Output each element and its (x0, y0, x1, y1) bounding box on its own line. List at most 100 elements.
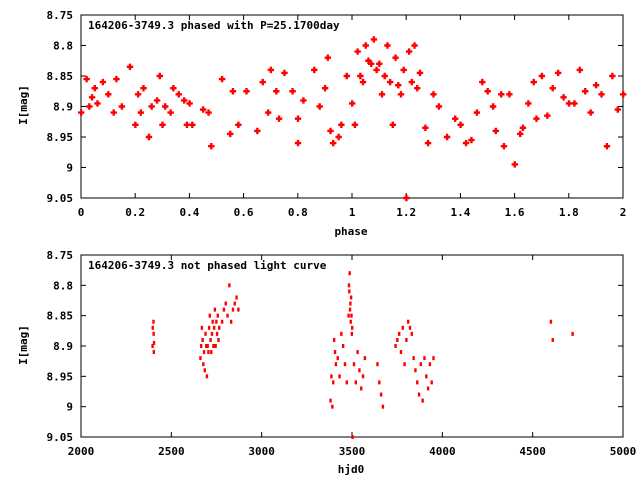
phased-data-point (351, 121, 359, 128)
phased-data-point (227, 130, 234, 138)
phased-data-point (105, 91, 112, 98)
unphased-data-point (340, 331, 343, 336)
phased-data-point (592, 81, 600, 89)
phased-data-point (565, 100, 573, 107)
phased-data-point (544, 112, 551, 119)
phased-y-tick-label: 8.85 (47, 70, 74, 83)
unphased-data-point (397, 331, 401, 336)
phased-data-point (365, 57, 372, 64)
phased-data-point (140, 85, 147, 92)
phased-data-point (500, 142, 508, 150)
phased-y-tick-label: 8.8 (53, 40, 73, 53)
phased-data-point (571, 100, 578, 107)
unphased-y-tick-label: 8.9 (53, 340, 73, 353)
unphased-data-point (215, 331, 219, 336)
phased-data-point (132, 121, 139, 128)
phased-x-tick-label: 0 (78, 206, 85, 219)
phased-data-point (267, 66, 275, 74)
unphased-data-point (408, 325, 412, 330)
unphased-data-point (217, 337, 220, 342)
phased-data-point (113, 75, 120, 83)
unphased-data-point (378, 380, 381, 385)
phased-data-point (148, 103, 155, 110)
unphased-data-point (361, 374, 365, 379)
phased-data-point (492, 127, 500, 135)
phased-y-tick-label: 8.9 (53, 101, 73, 114)
phased-data-point (362, 42, 369, 49)
unphased-data-point (333, 350, 337, 355)
phased-data-point (468, 136, 475, 144)
unphased-data-point (350, 313, 353, 318)
unphased-data-point (396, 337, 399, 342)
phased-data-point (91, 85, 98, 92)
unphased-data-point (151, 344, 154, 348)
unphased-data-point (341, 344, 345, 348)
phased-data-point (254, 127, 261, 135)
unphased-data-point (403, 362, 406, 367)
phased-data-point (88, 94, 96, 101)
phased-data-point (511, 161, 518, 168)
unphased-data-point (379, 392, 383, 397)
unphased-data-point (235, 295, 238, 300)
unphased-data-point (349, 295, 353, 300)
phased-data-point (405, 48, 413, 55)
unphased-data-point (207, 325, 211, 330)
phased-data-point (218, 75, 226, 83)
phased-data-point (235, 121, 242, 128)
phased-y-tick-label: 9.05 (47, 192, 74, 205)
unphased-data-point (426, 386, 430, 391)
phased-data-point (395, 81, 402, 89)
phased-data-point (517, 130, 524, 138)
phased-data-point (378, 91, 386, 98)
phased-data-point (311, 66, 318, 74)
unphased-data-point (202, 362, 205, 367)
unphased-data-point (407, 319, 410, 324)
unphased-data-point (331, 404, 334, 409)
phased-x-tick-label: 0.2 (125, 206, 145, 219)
phased-data-point (156, 72, 163, 80)
phased-data-point (134, 91, 142, 98)
unphased-y-tick-label: 8.95 (47, 370, 74, 383)
unphased-x-tick-label: 2000 (68, 445, 95, 458)
unphased-data-point (210, 350, 213, 355)
unphased-data-point (208, 313, 212, 318)
unphased-data-point (210, 331, 214, 336)
unphased-data-point (414, 368, 417, 373)
phased-data-point (489, 103, 497, 110)
unphased-data-point (220, 319, 224, 324)
phased-data-point (300, 97, 307, 104)
unphased-data-point (205, 344, 208, 348)
unphased-data-point (428, 362, 432, 367)
phased-data-point (549, 85, 556, 92)
unphased-data-point (199, 344, 203, 348)
phased-y-tick-label: 9 (66, 162, 73, 175)
unphased-data-point (571, 331, 574, 336)
unphased-data-point (363, 356, 367, 361)
phased-data-point (560, 94, 567, 101)
phased-data-point (175, 91, 182, 98)
unphased-data-point (360, 386, 363, 391)
unphased-data-point (352, 362, 356, 367)
unphased-data-point (212, 344, 215, 348)
unphased-data-point (199, 356, 202, 361)
phased-data-point (186, 100, 193, 107)
phased-y-tick-label: 8.95 (47, 131, 74, 144)
phased-x-tick-label: 2 (620, 206, 627, 219)
phased-data-point (167, 109, 174, 116)
phased-data-point (289, 88, 296, 95)
unphased-data-point (226, 313, 229, 318)
phased-x-tick-label: 0.6 (234, 206, 254, 219)
phased-x-axis-label: phase (334, 225, 367, 238)
phased-data-point (422, 124, 429, 132)
phased-data-point (620, 91, 627, 98)
unphased-data-point (412, 356, 415, 361)
phased-data-point (327, 127, 334, 135)
phased-x-tick-label: 0.4 (179, 206, 199, 219)
phased-data-point (373, 66, 380, 74)
phased-data-point (473, 109, 481, 116)
phased-data-point (259, 78, 266, 86)
phased-data-point (424, 139, 432, 147)
phased-x-tick-label: 1 (349, 206, 356, 219)
phased-data-point (598, 91, 605, 98)
phased-data-point (294, 139, 302, 147)
